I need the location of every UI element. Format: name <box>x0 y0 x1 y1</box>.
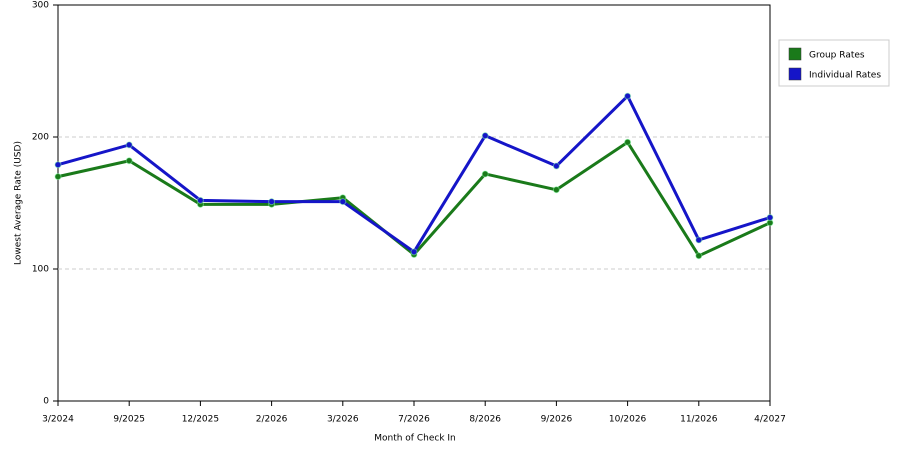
data-point <box>695 236 703 244</box>
data-point <box>552 186 560 194</box>
data-point <box>54 173 62 181</box>
data-point <box>339 198 347 206</box>
data-point <box>624 138 632 146</box>
data-point <box>552 162 560 170</box>
x-tick-label: 3/2024 <box>42 415 74 425</box>
data-point <box>410 248 418 256</box>
y-tick-label: 0 <box>43 397 49 407</box>
y-axis-label: Lowest Average Rate (USD) <box>14 141 24 265</box>
x-tick-label: 12/2025 <box>182 415 219 425</box>
legend-swatch <box>788 67 802 81</box>
data-point <box>268 198 276 206</box>
y-tick-label: 100 <box>32 265 49 275</box>
x-tick-label: 2/2026 <box>256 415 288 425</box>
data-point <box>481 132 489 140</box>
x-tick-label: 9/2025 <box>113 415 145 425</box>
x-tick-label: 4/2027 <box>754 415 786 425</box>
x-tick-label: 7/2026 <box>398 415 430 425</box>
x-tick-label: 11/2026 <box>680 415 718 425</box>
data-point <box>54 161 62 169</box>
x-axis-label: Month of Check In <box>374 434 456 444</box>
data-point <box>196 196 204 204</box>
data-point <box>481 170 489 178</box>
data-point <box>766 214 774 222</box>
legend-swatch <box>788 47 802 61</box>
y-tick-label: 200 <box>32 133 49 143</box>
data-point <box>624 92 632 100</box>
data-point <box>125 141 133 149</box>
x-tick-label: 9/2026 <box>541 415 573 425</box>
legend-label: Group Rates <box>809 51 865 61</box>
plot-area <box>57 4 771 402</box>
x-tick-label: 8/2026 <box>469 415 501 425</box>
x-tick-label: 10/2026 <box>609 415 647 425</box>
x-tick-label: 3/2026 <box>327 415 359 425</box>
legend-label: Individual Rates <box>809 71 881 81</box>
data-point <box>125 157 133 165</box>
y-tick-label: 300 <box>32 1 49 11</box>
data-point <box>695 252 703 260</box>
